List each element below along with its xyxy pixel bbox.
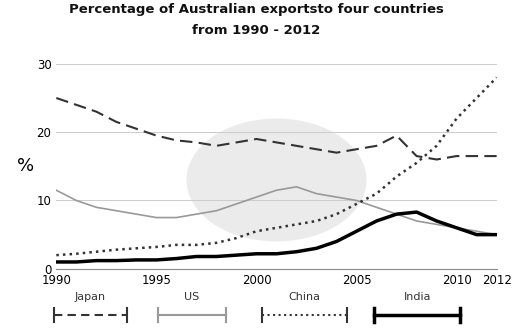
Text: China: China — [289, 292, 321, 302]
Text: India: India — [403, 292, 431, 302]
FancyBboxPatch shape — [35, 282, 497, 336]
Text: US: US — [184, 292, 200, 302]
Ellipse shape — [186, 119, 367, 242]
Text: from 1990 - 2012: from 1990 - 2012 — [192, 24, 320, 37]
Text: Percentage of Australian exportsto four countries: Percentage of Australian exportsto four … — [69, 3, 443, 16]
Text: Japan: Japan — [75, 292, 106, 302]
Y-axis label: %: % — [17, 157, 34, 175]
